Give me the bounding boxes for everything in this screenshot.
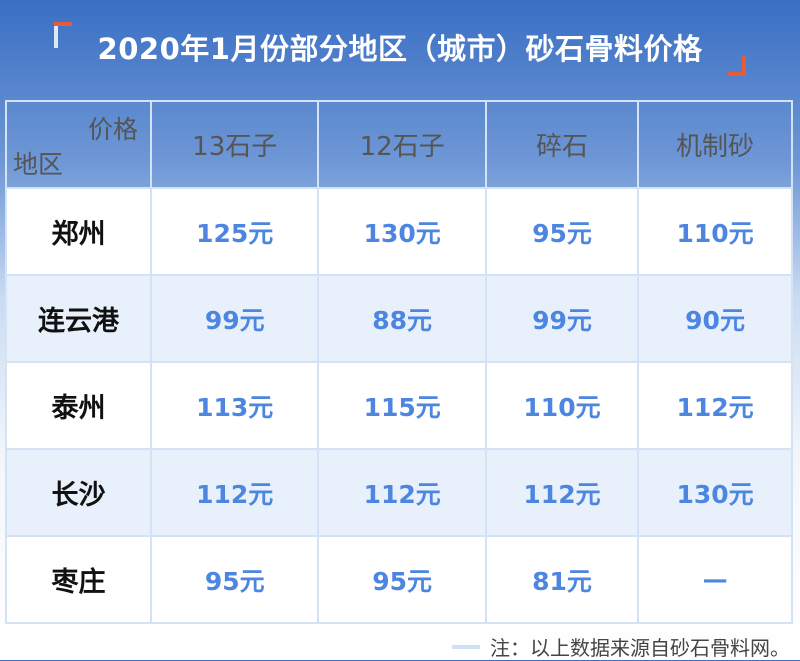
- price-cell: 95元: [484, 187, 640, 276]
- column-header: 机制砂: [637, 100, 793, 189]
- table-row: 泰州 113元 115元 110元 112元: [5, 361, 793, 450]
- price-cell: 95元: [317, 535, 487, 624]
- price-cell: 110元: [484, 361, 640, 450]
- table-header-row: 价格 地区 13石子 12石子 碎石 机制砂: [5, 100, 793, 189]
- city-cell: 泰州: [5, 361, 152, 450]
- price-cell: 110元: [637, 187, 793, 276]
- price-cell: 112元: [637, 361, 793, 450]
- price-cell: 99元: [149, 274, 320, 363]
- title-bracket-right: [728, 56, 746, 76]
- source-note: 注：以上数据来源自砂石骨料网。: [452, 632, 790, 661]
- title-bracket-left: [54, 22, 72, 48]
- city-cell: 郑州: [5, 187, 152, 276]
- table-row: 枣庄 95元 95元 81元 —: [5, 535, 793, 624]
- column-header: 12石子: [317, 100, 487, 189]
- city-cell: 长沙: [5, 448, 152, 537]
- price-cell: 88元: [317, 274, 487, 363]
- column-header: 碎石: [484, 100, 640, 189]
- price-cell: 112元: [317, 448, 487, 537]
- price-cell: 99元: [484, 274, 640, 363]
- note-dash-decoration: [452, 644, 480, 649]
- price-table: 价格 地区 13石子 12石子 碎石 机制砂 郑州 125元 130元 95元 …: [5, 100, 793, 624]
- price-cell: 130元: [637, 448, 793, 537]
- price-cell: 130元: [317, 187, 487, 276]
- price-axis-label: 价格: [87, 115, 138, 144]
- table-row: 连云港 99元 88元 99元 90元: [5, 274, 793, 363]
- price-cell: 113元: [149, 361, 320, 450]
- price-cell: 112元: [149, 448, 320, 537]
- table-row: 长沙 112元 112元 112元 130元: [5, 448, 793, 537]
- price-cell: 125元: [149, 187, 320, 276]
- source-note-text: 注：以上数据来源自砂石骨料网。: [490, 636, 790, 660]
- city-cell: 枣庄: [5, 535, 152, 624]
- table-row: 郑州 125元 130元 95元 110元: [5, 187, 793, 276]
- price-cell: 81元: [484, 535, 640, 624]
- price-cell: 90元: [637, 274, 793, 363]
- column-header: 13石子: [149, 100, 320, 189]
- region-axis-label: 地区: [13, 150, 64, 179]
- corner-cell: 价格 地区: [5, 100, 152, 189]
- price-cell: —: [637, 535, 793, 624]
- page-title: 2020年1月份部分地区（城市）砂石骨料价格: [97, 32, 703, 66]
- price-cell: 112元: [484, 448, 640, 537]
- city-cell: 连云港: [5, 274, 152, 363]
- price-cell: 95元: [149, 535, 320, 624]
- price-cell: 115元: [317, 361, 487, 450]
